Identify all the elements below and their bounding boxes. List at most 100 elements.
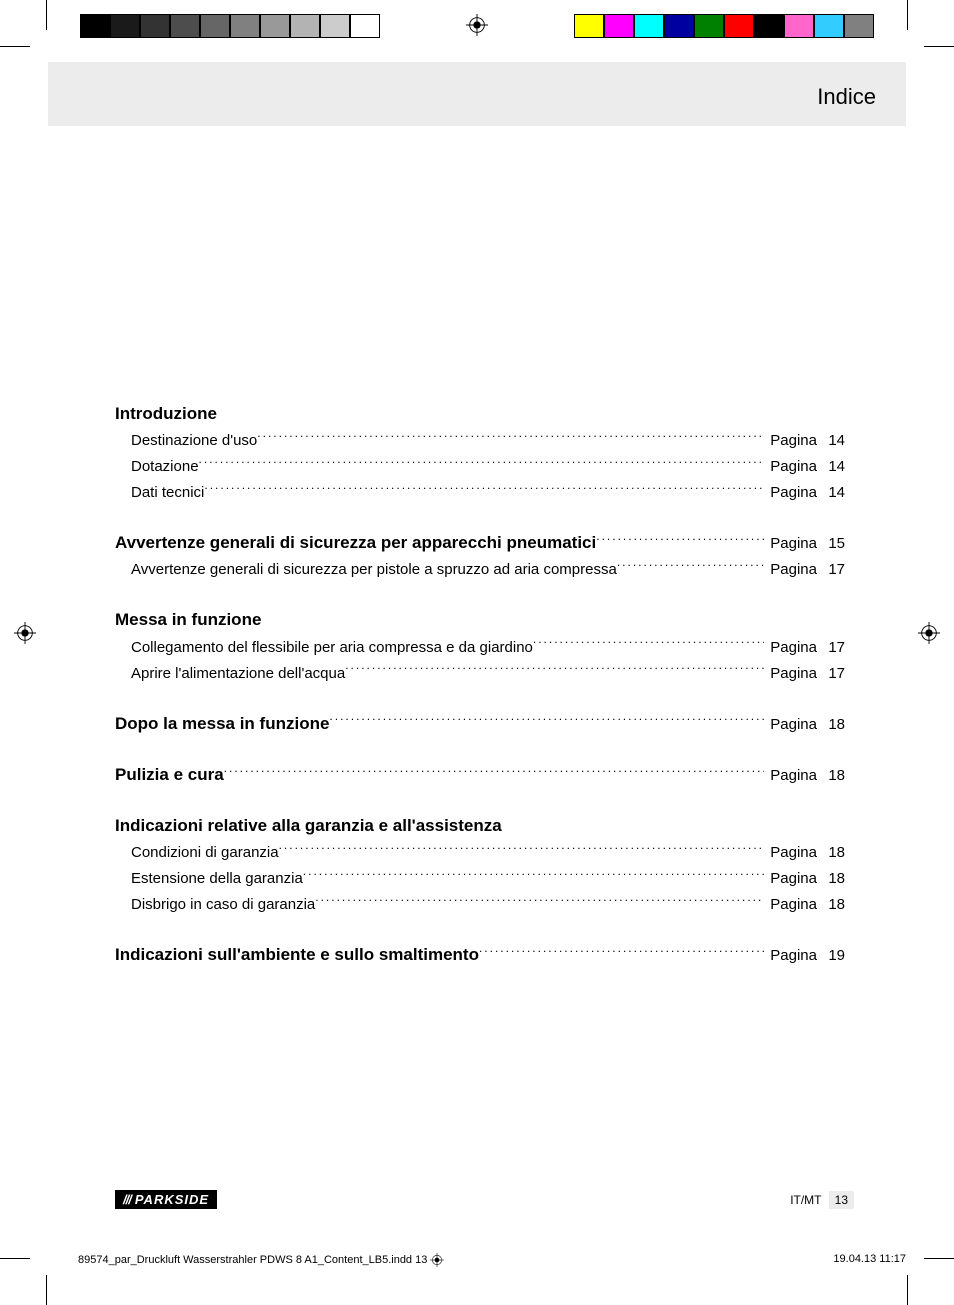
toc-heading-row: Pulizia e cura Pagina18 — [115, 761, 845, 788]
crop-mark — [46, 1275, 47, 1305]
toc-leader — [279, 839, 765, 857]
registration-mark-icon — [918, 622, 940, 644]
toc-page-number: 19 — [817, 944, 845, 968]
gray-swatch — [80, 14, 110, 38]
brand-logo-text: PARKSIDE — [135, 1192, 209, 1207]
page-header: Indice — [48, 62, 906, 126]
toc-leader — [533, 634, 764, 652]
toc-entry-title: Dotazione — [131, 455, 199, 479]
color-swatch — [574, 14, 604, 38]
crop-mark — [46, 0, 47, 30]
crop-mark — [0, 46, 30, 47]
toc-heading-row: Avvertenze generali di sicurezza per app… — [115, 529, 845, 556]
toc-page-number: 15 — [817, 532, 845, 556]
toc-page-number: 18 — [817, 893, 845, 917]
toc-heading-row: Dopo la messa in funzione Pagina18 — [115, 710, 845, 737]
print-gray-bar — [80, 14, 380, 38]
toc-page-number: 17 — [817, 636, 845, 660]
crop-mark — [0, 1258, 30, 1259]
registration-mark-icon — [430, 1253, 444, 1267]
language-code: IT/MT — [790, 1193, 821, 1207]
page-footer: ///PARKSIDE IT/MT 13 — [115, 1185, 854, 1209]
gray-swatch — [260, 14, 290, 38]
registration-mark-icon — [14, 622, 36, 644]
gray-swatch — [110, 14, 140, 38]
toc-entry-title: Collegamento del flessibile per aria com… — [131, 636, 533, 660]
toc-page-label: Pagina — [764, 764, 817, 788]
toc-page-label: Pagina — [764, 893, 817, 917]
toc-heading-title: Messa in funzione — [115, 606, 261, 633]
gray-swatch — [170, 14, 200, 38]
toc-entry-title: Disbrigo in caso di garanzia — [131, 893, 315, 917]
toc-leader — [224, 762, 765, 780]
registration-mark-icon — [466, 14, 488, 36]
color-swatch — [604, 14, 634, 38]
toc-page-label: Pagina — [764, 429, 817, 453]
toc-page-number: 14 — [817, 455, 845, 479]
toc-leader — [257, 427, 764, 445]
toc-leader — [199, 453, 765, 471]
toc-leader — [617, 556, 764, 574]
toc-page-label: Pagina — [764, 481, 817, 505]
toc-section: Avvertenze generali di sicurezza per app… — [115, 529, 845, 582]
toc-entry-title: Condizioni di garanzia — [131, 841, 279, 865]
color-swatch — [754, 14, 784, 38]
toc-heading-title: Indicazioni relative alla garanzia e all… — [115, 812, 502, 839]
toc-leader — [329, 711, 764, 729]
toc-entry-row: Estensione della garanziaPagina18 — [115, 865, 845, 891]
toc-heading-row: Indicazioni relative alla garanzia e all… — [115, 812, 845, 839]
toc-page-number: 18 — [817, 713, 845, 737]
toc-entry-row: Dati tecnici Pagina14 — [115, 479, 845, 505]
toc-heading-title: Pulizia e cura — [115, 761, 224, 788]
color-swatch — [694, 14, 724, 38]
toc-entry-title: Avvertenze generali di sicurezza per pis… — [131, 558, 617, 582]
toc-section: Pulizia e cura Pagina18 — [115, 761, 845, 788]
toc-section: Indicazioni sull'ambiente e sullo smalti… — [115, 941, 845, 968]
toc-heading-title: Dopo la messa in funzione — [115, 710, 329, 737]
toc-entry-title: Dati tecnici — [131, 481, 204, 505]
toc-entry-row: Disbrigo in caso di garanzia Pagina18 — [115, 891, 845, 917]
page-footer-info: IT/MT 13 — [790, 1191, 854, 1209]
toc-section: Indicazioni relative alla garanzia e all… — [115, 812, 845, 917]
toc-page-number: 14 — [817, 429, 845, 453]
toc-section: Dopo la messa in funzione Pagina18 — [115, 710, 845, 737]
toc-page-label: Pagina — [764, 944, 817, 968]
toc-entry-row: Destinazione d'usoPagina14 — [115, 427, 845, 453]
toc-page-label: Pagina — [764, 713, 817, 737]
toc-page-label: Pagina — [764, 558, 817, 582]
gray-swatch — [140, 14, 170, 38]
slug-filename: 89574_par_Druckluft Wasserstrahler PDWS … — [78, 1254, 427, 1266]
toc-heading-row: Introduzione — [115, 400, 845, 427]
toc-section: IntroduzioneDestinazione d'usoPagina14Do… — [115, 400, 845, 505]
toc-entry-row: Avvertenze generali di sicurezza per pis… — [115, 556, 845, 582]
toc-heading-title: Indicazioni sull'ambiente e sullo smalti… — [115, 941, 479, 968]
toc-page-number: 14 — [817, 481, 845, 505]
gray-swatch — [350, 14, 380, 38]
toc-heading-title: Avvertenze generali di sicurezza per app… — [115, 529, 596, 556]
toc-page-number: 18 — [817, 764, 845, 788]
toc-heading-title: Introduzione — [115, 400, 217, 427]
toc-leader — [596, 530, 764, 548]
toc-entry-title: Estensione della garanzia — [131, 867, 303, 891]
gray-swatch — [200, 14, 230, 38]
gray-swatch — [320, 14, 350, 38]
toc-leader — [315, 891, 764, 909]
toc-heading-row: Indicazioni sull'ambiente e sullo smalti… — [115, 941, 845, 968]
table-of-contents: IntroduzioneDestinazione d'usoPagina14Do… — [115, 400, 845, 992]
toc-page-label: Pagina — [764, 455, 817, 479]
toc-leader — [345, 660, 764, 678]
color-swatch — [784, 14, 814, 38]
slug-datetime: 19.04.13 11:17 — [833, 1253, 906, 1265]
toc-section: Messa in funzione Collegamento del flessi… — [115, 606, 845, 685]
toc-page-number: 17 — [817, 662, 845, 686]
toc-page-label: Pagina — [764, 867, 817, 891]
crop-mark — [924, 1258, 954, 1259]
page-number: 13 — [829, 1191, 854, 1209]
gray-swatch — [290, 14, 320, 38]
toc-leader — [204, 479, 764, 497]
toc-entry-title: Aprire l'alimentazione dell'acqua — [131, 662, 345, 686]
brand-logo: ///PARKSIDE — [115, 1190, 217, 1209]
color-swatch — [664, 14, 694, 38]
toc-entry-row: Collegamento del flessibile per aria com… — [115, 634, 845, 660]
toc-leader — [479, 942, 764, 960]
